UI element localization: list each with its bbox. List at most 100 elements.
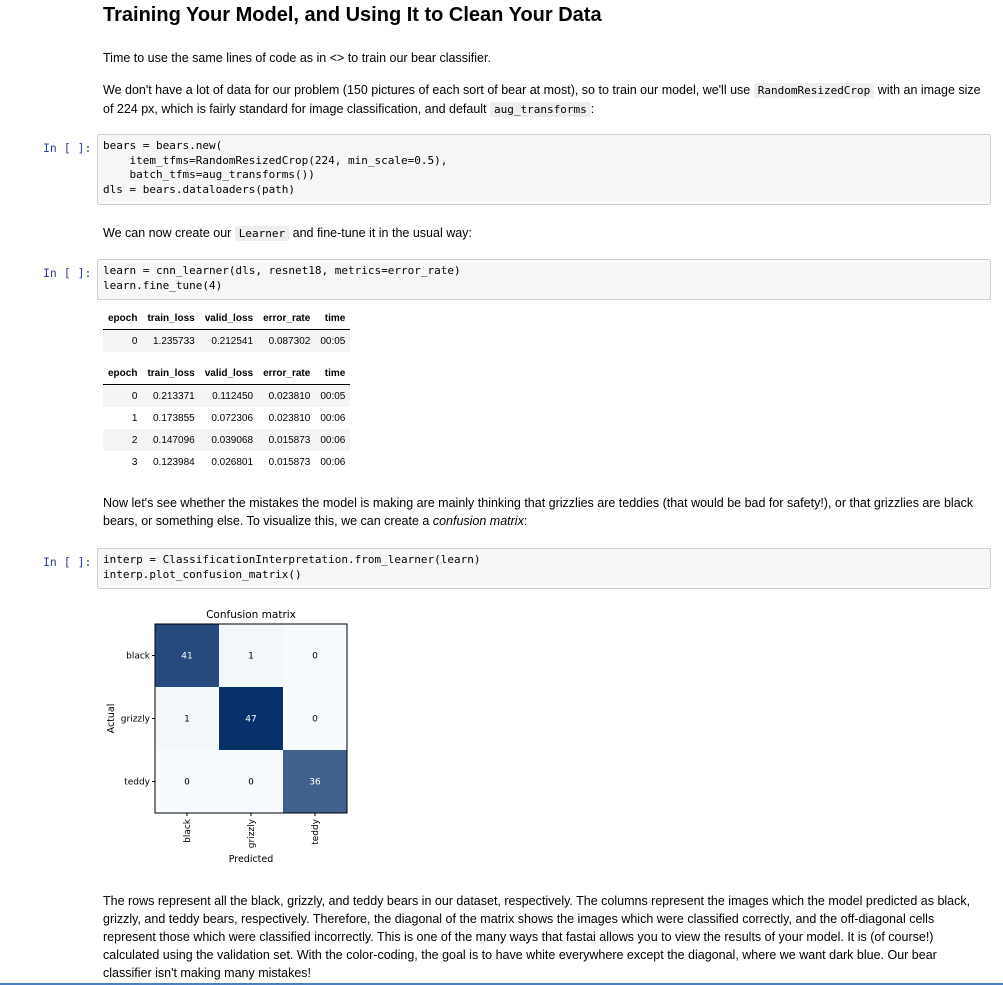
table-row: 2 0.147096 0.039068 0.015873 00:06 (103, 429, 351, 451)
table-cell: 0.212541 (199, 329, 259, 352)
confusion-cell (219, 624, 283, 687)
confusion-cell-value: 0 (248, 778, 254, 788)
confusion-cell (283, 624, 347, 687)
table-header: epoch (103, 364, 143, 385)
table-header-row: epoch train_loss valid_loss error_rate t… (103, 309, 351, 330)
confusion-cell-value: 0 (312, 652, 318, 662)
code-cell-3[interactable]: interp = ClassificationInterpretation.fr… (97, 548, 991, 589)
page-bottom-border (0, 983, 1003, 985)
paragraph-mistakes-em: confusion matrix (432, 514, 524, 528)
table-header-row: epoch train_loss valid_loss error_rate t… (103, 364, 351, 385)
table-header: train_loss (142, 309, 200, 330)
y-tick-label: teddy (124, 778, 150, 788)
table-cell: 0.015873 (258, 429, 316, 451)
table-cell: 0.039068 (199, 429, 259, 451)
confusion-cell (283, 750, 347, 813)
paragraph-data-text-b: with an image size of 224 px, which is f… (103, 83, 981, 116)
inline-code-learner: Learner (234, 226, 290, 241)
table-cell: 00:06 (315, 429, 351, 451)
table-header: valid_loss (199, 309, 259, 330)
table-cell: 0.023810 (258, 384, 316, 407)
table-cell: 00:05 (315, 384, 351, 407)
table-header: error_rate (258, 364, 316, 385)
table-cell: 00:06 (320, 412, 346, 424)
confusion-title: Confusion matrix (206, 609, 296, 621)
table-cell: 3 (131, 456, 138, 468)
table-cell: 0 (103, 384, 143, 407)
confusion-cell (155, 687, 219, 750)
confusion-cell (283, 687, 347, 750)
table-cell: 0.123984 (152, 456, 195, 468)
table-cell: 1 (131, 412, 138, 424)
inline-code-aug-transforms: aug_transforms (490, 102, 591, 117)
table-cell: 0.023810 (268, 412, 311, 424)
paragraph-mistakes: Now let's see whether the mistakes the m… (103, 494, 983, 530)
confusion-cell-value: 47 (245, 715, 256, 725)
table-row: 0 0.213371 0.112450 0.023810 00:05 (103, 384, 351, 407)
table-header: error_rate (258, 309, 316, 330)
training-table-2: epoch train_loss valid_loss error_rate t… (103, 364, 351, 473)
confusion-cell-value: 36 (309, 778, 321, 788)
y-tick-label: black (126, 652, 151, 662)
table-cell: 1.235733 (142, 329, 200, 352)
section-title: Training Your Model, and Using It to Cle… (103, 4, 602, 26)
y-tick-label: grizzly (121, 715, 151, 725)
confusion-matrix-svg: 41 1 0 1 47 0 0 0 36 Confusion matrix black grizzly… (106, 609, 348, 865)
table-row: 3 0.123984 0.026801 0.015873 00:06 (103, 451, 350, 473)
table-header: train_loss (142, 364, 200, 385)
training-table-1: epoch train_loss valid_loss error_rate t… (103, 309, 351, 352)
confusion-cell (219, 687, 283, 750)
table-cell: 0.112450 (199, 384, 259, 407)
code-cell-1-source[interactable]: bears = bears.new( item_tfms=RandomResiz… (103, 139, 448, 196)
cell-1-prompt: In [ ]: (43, 141, 92, 155)
table-cell: 00:05 (315, 329, 351, 352)
table-cell: 0.087302 (258, 329, 316, 352)
confusion-cell (155, 750, 219, 813)
code-cell-2[interactable]: learn = cnn_learner(dls, resnet18, metri… (97, 259, 991, 300)
paragraph-mistakes-text-b: : (523, 514, 528, 528)
table-cell: 0.213371 (142, 384, 200, 407)
confusion-cell-value: 1 (184, 715, 190, 725)
paragraph-learner-text-b: and fine-tune it in the usual way: (289, 226, 472, 240)
paragraph-explanation: The rows represent all the black, grizzl… (103, 894, 971, 980)
table-cell: 0.147096 (142, 429, 200, 451)
table-header: time (315, 364, 351, 385)
cell-3-prompt: In [ ]: (43, 555, 92, 569)
code-cell-1[interactable]: bears = bears.new( item_tfms=RandomResiz… (97, 134, 991, 205)
table-header: valid_loss (199, 364, 259, 385)
table-cell: 2 (103, 429, 143, 451)
cell-2-prompt: In [ ]: (43, 266, 92, 280)
confusion-matrix-plot: 41 1 0 1 47 0 0 0 36 Confusion matrix black grizzly… (100, 600, 380, 870)
table-cell: 0.026801 (211, 456, 254, 468)
confusion-cell-value: 0 (312, 715, 318, 725)
x-tick-label: black (183, 818, 193, 843)
x-tick-label: grizzly (247, 818, 257, 848)
confusion-cell-value: 41 (181, 652, 192, 662)
paragraph-data-text-a: We don't have a lot of data for our prob… (103, 83, 754, 97)
confusion-cell (155, 624, 219, 687)
table-cell: 0.072306 (211, 412, 254, 424)
table-cell: 0.015873 (268, 456, 311, 468)
x-tick-label: teddy (311, 818, 321, 844)
paragraph-intro: Time to use the same lines of code as in… (103, 51, 491, 65)
code-cell-3-source[interactable]: interp = ClassificationInterpretation.fr… (103, 553, 481, 581)
confusion-cell-value: 0 (184, 778, 190, 788)
confusion-cell (219, 750, 283, 813)
x-axis-label: Predicted (229, 854, 274, 865)
y-axis-label: Actual (106, 704, 117, 734)
table-row: 0 1.235733 0.212541 0.087302 00:05 (103, 329, 351, 352)
table-cell: 0.173855 (152, 412, 195, 424)
paragraph-learner: We can now create our Learner and fine-t… (103, 224, 983, 243)
confusion-cell-value: 1 (248, 652, 254, 662)
paragraph-mistakes-text-a: Now let's see whether the mistakes the m… (103, 496, 974, 528)
inline-code-randomresizedcrop: RandomResizedCrop (753, 83, 875, 98)
table-cell: 0 (103, 329, 143, 352)
table-row: 1 0.173855 0.072306 0.023810 00:06 (103, 407, 350, 429)
paragraph-data: We don't have a lot of data for our prob… (103, 81, 983, 119)
code-cell-2-source[interactable]: learn = cnn_learner(dls, resnet18, metri… (103, 264, 461, 292)
table-header: time (315, 309, 351, 330)
paragraph-learner-text-a: We can now create our (103, 226, 235, 240)
table-cell: 00:06 (320, 456, 346, 468)
table-header: epoch (103, 309, 143, 330)
paragraph-data-text-c: : (590, 102, 595, 116)
